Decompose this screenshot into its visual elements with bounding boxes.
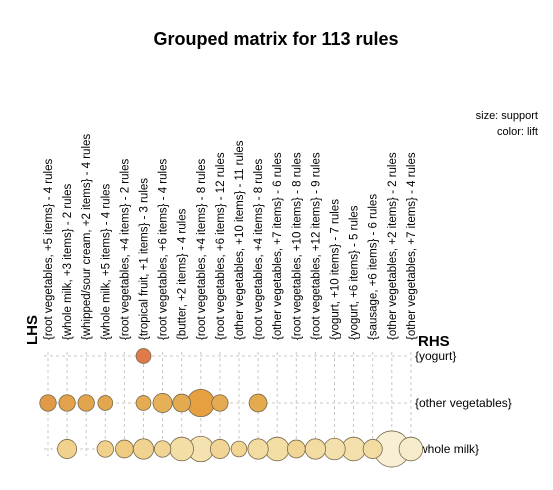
lhs-group-label: {sausage, +6 items} - 6 rules xyxy=(368,194,380,340)
rule-bubble xyxy=(209,439,230,459)
rule-bubble xyxy=(77,394,95,412)
chart-title: Grouped matrix for 113 rules xyxy=(153,29,398,49)
lhs-group-label: {butter, +2 items} - 4 rules xyxy=(177,208,189,340)
rule-bubble xyxy=(169,436,194,462)
rhs-item-labels: {yogurt} {other vegetables} {whole milk} xyxy=(415,349,512,456)
rule-bubble xyxy=(152,393,173,413)
lhs-group-label: {yogurt, +10 items} - 7 rules xyxy=(330,199,342,340)
lhs-group-label: {whole milk, +5 items} - 4 rules xyxy=(100,183,112,340)
legend-color: color: lift xyxy=(497,126,538,138)
rule-bubble xyxy=(186,388,215,418)
lhs-group-label: {root vegetables, +4 items} - 8 rules xyxy=(196,159,208,340)
lhs-group-label: {other vegetables, +10 items} - 11 rules xyxy=(234,140,246,340)
legend-size: size: support xyxy=(476,110,538,122)
rule-bubble xyxy=(247,438,269,460)
rule-bubble xyxy=(115,439,134,459)
lhs-group-label: {root vegetables, +6 items} - 4 rules xyxy=(158,159,170,340)
rule-bubble xyxy=(135,395,152,411)
lhs-group-label: {yogurt, +6 items} - 5 rules xyxy=(349,205,361,340)
rule-bubble xyxy=(39,394,57,412)
rhs-item-label: {whole milk} xyxy=(415,442,479,456)
rule-bubble xyxy=(57,439,78,459)
rule-bubble xyxy=(304,438,326,460)
rule-bubbles xyxy=(39,348,424,468)
rule-bubble xyxy=(97,395,114,411)
lhs-group-label: {root vegetables, +4 items} - 8 rules xyxy=(253,159,265,340)
lhs-group-label: {other vegetables, +7 items} - 4 rules xyxy=(406,152,418,340)
rule-bubble xyxy=(362,439,383,459)
lhs-axis-title: LHS xyxy=(24,315,41,345)
rule-bubble xyxy=(135,348,152,364)
lhs-group-label: {other vegetables, +2 items} - 2 rules xyxy=(387,152,399,340)
lhs-group-labels: {root vegetables, +5 items} - 4 rules {wh… xyxy=(43,134,418,340)
lhs-group-label: {root vegetables, +12 items} - 9 rules xyxy=(310,152,322,340)
lhs-group-label: {root vegetables, +4 items} - 2 rules xyxy=(119,159,131,340)
lhs-group-label: {tropical fruit, +1 items} - 3 rules xyxy=(139,178,151,340)
rhs-item-label: {other vegetables} xyxy=(415,396,512,410)
rhs-axis-title: RHS xyxy=(418,333,450,350)
rule-bubble xyxy=(132,438,155,460)
rule-bubble xyxy=(323,437,346,461)
lhs-group-label: {whipped/sour cream, +2 items} - 4 rules xyxy=(81,134,93,340)
rule-bubble xyxy=(172,393,192,413)
rule-bubble xyxy=(398,436,424,462)
lhs-group-label: {root vegetables, +6 items} - 12 rules xyxy=(215,152,227,340)
rule-bubble xyxy=(211,394,229,412)
rule-bubble xyxy=(153,440,172,458)
rule-bubble xyxy=(96,440,114,458)
rule-bubble xyxy=(230,440,248,458)
rule-bubble xyxy=(286,439,306,459)
lhs-group-label: {root vegetables, +5 items} - 4 rules xyxy=(43,159,55,340)
rule-bubble xyxy=(248,393,268,413)
rule-bubble xyxy=(264,436,290,462)
lhs-group-label: {root vegetables, +10 items} - 8 rules xyxy=(291,152,303,340)
rule-bubble xyxy=(58,394,76,412)
rhs-item-label: {yogurt} xyxy=(415,349,456,363)
lhs-group-label: {whole milk, +3 items} - 2 rules xyxy=(62,183,74,340)
lhs-group-label: {other vegetables, +7 items} - 6 rules xyxy=(272,152,284,340)
